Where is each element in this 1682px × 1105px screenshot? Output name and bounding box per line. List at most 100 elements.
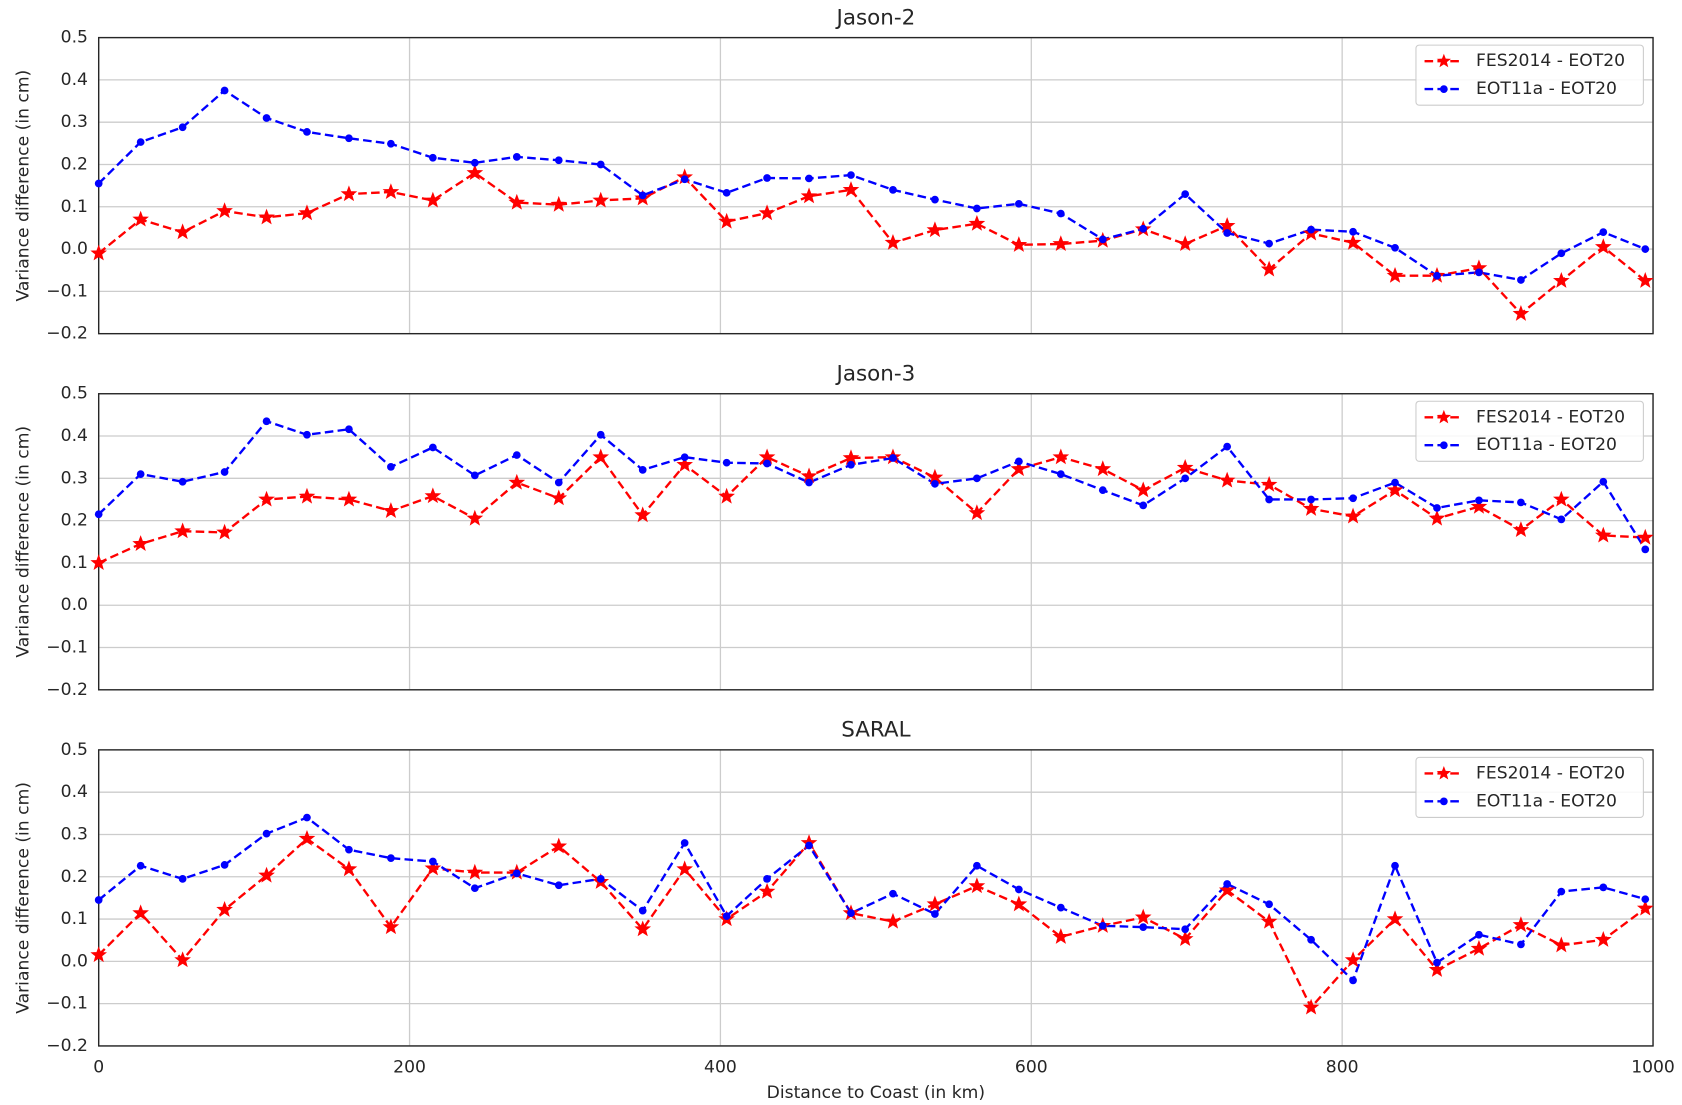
x-tick-label: 400 xyxy=(704,1057,737,1077)
star-marker xyxy=(634,506,652,523)
circle-marker xyxy=(889,454,897,462)
circle-marker xyxy=(638,466,647,474)
circle-marker xyxy=(512,869,521,878)
circle-marker xyxy=(1015,457,1023,466)
star-marker xyxy=(216,901,233,917)
circle-marker xyxy=(596,160,605,169)
data-line xyxy=(97,816,1646,983)
circle-marker xyxy=(1641,545,1650,554)
star-marker xyxy=(424,487,442,504)
panel: SARAL Variance difference (in cm) −0.2 −0.1… xyxy=(14,718,1675,1104)
star-marker xyxy=(1512,521,1530,537)
circle-marker xyxy=(262,114,271,122)
data-line xyxy=(97,419,1647,551)
circle-marker xyxy=(470,471,479,480)
legend-label: EOT11a - EOT20 xyxy=(1476,79,1617,99)
star-marker xyxy=(1512,916,1530,933)
circle-marker xyxy=(1557,887,1566,896)
circle-marker xyxy=(303,430,311,439)
plot-frame xyxy=(97,393,1654,691)
star-marker xyxy=(1636,272,1654,288)
y-tick-label: 0.1 xyxy=(61,909,88,929)
star-marker xyxy=(258,208,275,225)
star-marker xyxy=(1052,448,1070,465)
legend-label: EOT11a - EOT20 xyxy=(1476,435,1617,455)
circle-marker xyxy=(1265,495,1273,504)
star-marker xyxy=(382,183,400,200)
panel: Jason-3 Variance difference (in cm) −0.2 −0… xyxy=(14,361,1654,700)
star-marker xyxy=(1553,490,1570,507)
star-marker xyxy=(1636,528,1654,545)
star-marker xyxy=(1134,481,1152,498)
circle-marker xyxy=(1433,958,1441,967)
star-marker xyxy=(1594,931,1612,947)
star-marker xyxy=(1052,235,1070,252)
star-marker xyxy=(1344,951,1362,968)
star-marker xyxy=(1553,272,1570,288)
circle-marker xyxy=(94,179,103,188)
star-marker xyxy=(1052,928,1070,944)
star-marker xyxy=(1302,500,1320,516)
star-marker xyxy=(1176,459,1194,475)
y-tick-label: 0.5 xyxy=(61,740,88,760)
star-marker xyxy=(382,918,400,935)
star-marker xyxy=(1470,497,1488,514)
y-tick-label: 0.0 xyxy=(61,595,88,615)
y-axis-label: Variance difference (in cm) xyxy=(14,70,34,302)
star-marker xyxy=(174,951,191,968)
circle-marker xyxy=(1517,276,1525,284)
circle-marker xyxy=(847,171,855,179)
y-tick-label: 0.0 xyxy=(61,951,88,971)
star-marker xyxy=(466,509,484,526)
circle-marker xyxy=(847,909,855,917)
circle-marker xyxy=(94,896,103,904)
legend-marker xyxy=(1439,85,1448,93)
circle-marker xyxy=(512,451,521,459)
circle-marker xyxy=(429,153,437,162)
circle-marker xyxy=(387,854,395,863)
circle-marker xyxy=(596,875,605,883)
y-tick-label: 0.1 xyxy=(61,197,88,217)
star-marker xyxy=(90,244,107,261)
star-marker xyxy=(1386,910,1404,927)
star-marker xyxy=(258,490,275,507)
circle-marker xyxy=(345,845,353,854)
legend-box xyxy=(1415,400,1644,462)
chart-title: Jason-2 xyxy=(835,5,916,30)
circle-marker xyxy=(638,191,647,200)
circle-marker xyxy=(1181,190,1190,198)
star-marker xyxy=(1594,238,1612,255)
star-marker xyxy=(842,181,860,197)
circle-marker xyxy=(554,881,563,890)
star-marker xyxy=(1470,939,1488,956)
star-marker xyxy=(1134,908,1152,925)
circle-marker xyxy=(1307,495,1315,504)
circle-marker xyxy=(429,857,437,866)
circle-marker xyxy=(973,474,981,483)
star-marker xyxy=(258,866,275,883)
y-tick-label: −0.2 xyxy=(46,680,88,700)
circle-marker xyxy=(1433,504,1441,512)
star-marker xyxy=(1344,507,1362,524)
circle-marker xyxy=(1265,239,1273,248)
circle-marker xyxy=(1015,885,1023,894)
circle-marker xyxy=(345,134,353,143)
star-marker xyxy=(174,223,191,240)
circle-marker xyxy=(1307,935,1315,944)
star-marker xyxy=(298,829,316,846)
circle-marker xyxy=(638,906,647,915)
circle-marker xyxy=(1433,271,1441,280)
legend-label: FES2014 - EOT20 xyxy=(1476,763,1625,783)
y-tick-label: 0.5 xyxy=(61,28,88,48)
circle-marker xyxy=(1475,496,1483,505)
legend-label: EOT11a - EOT20 xyxy=(1476,791,1617,811)
circle-marker xyxy=(429,443,437,452)
circle-marker xyxy=(303,813,311,822)
circle-marker xyxy=(178,477,187,486)
circle-marker xyxy=(1349,976,1357,985)
circle-marker xyxy=(805,478,813,487)
circle-marker xyxy=(1391,861,1399,870)
star-marker xyxy=(132,210,149,227)
circle-marker xyxy=(1349,227,1357,236)
star-marker xyxy=(508,473,526,490)
